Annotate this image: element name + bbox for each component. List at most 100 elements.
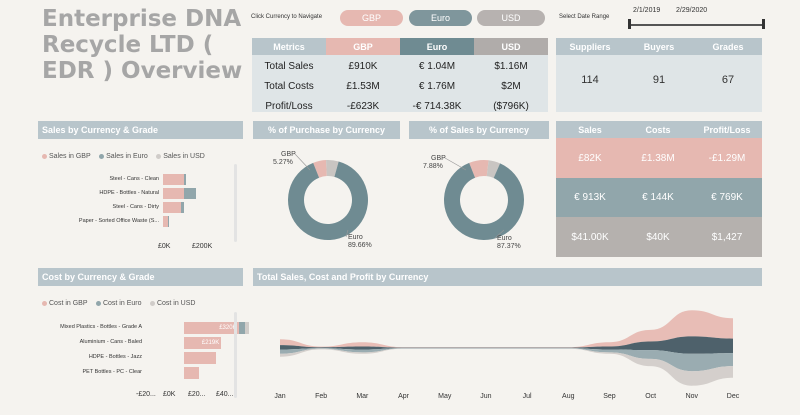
- month-tick-label: Feb: [315, 393, 327, 400]
- legend-label: Cost in GBP: [49, 300, 88, 307]
- purchase-donut-title: % of Purchase by Currency: [253, 121, 400, 139]
- bar: [163, 202, 181, 213]
- profit-value: $1,427: [711, 231, 743, 243]
- legend-item[interactable]: Sales in GBP: [42, 153, 91, 160]
- euro-value: € 1.04M: [418, 60, 456, 72]
- table-row: £82K £1.38M -£1.29M: [556, 138, 762, 178]
- leader-line: [494, 229, 505, 239]
- category-label: HDPE - Bottles - Jazz: [88, 354, 142, 360]
- costs-value: $40K: [646, 231, 670, 243]
- legend-item[interactable]: Cost in Euro: [95, 300, 142, 307]
- stream-band[interactable]: [280, 336, 733, 354]
- bar: [183, 352, 217, 364]
- cost-by-grade-title: Cost by Currency & Grade: [38, 268, 243, 286]
- costs-header: Costs: [645, 124, 671, 135]
- date-slider-start-handle[interactable]: [628, 19, 631, 29]
- category-label: Paper - Sorted Office Waste (S...: [78, 218, 159, 224]
- donut-label: 5.27%: [273, 159, 293, 166]
- bar: [180, 202, 184, 213]
- buyers-count: 91: [652, 74, 666, 86]
- grades-count: 67: [721, 74, 735, 86]
- date-range-label: Select Date Range: [559, 14, 610, 20]
- buyers-header: Buyers: [643, 41, 675, 52]
- donut-label: Euro: [497, 235, 512, 242]
- stream-chart-title: Total Sales, Cost and Profit by Currency: [253, 268, 762, 286]
- month-tick-label: Jun: [480, 393, 491, 400]
- sales-donut-title: % of Sales by Currency: [409, 121, 549, 139]
- legend-dot: [95, 301, 101, 306]
- legend-dot: [156, 154, 162, 159]
- category-label: Aluminium - Cans - Baled: [79, 339, 142, 345]
- euro-nav-button[interactable]: Euro: [409, 10, 472, 26]
- leader-line: [345, 229, 349, 238]
- page-title: Enterprise DNA Recycle LTD ( EDR ) Overv…: [42, 6, 243, 84]
- legend-dot: [42, 154, 47, 159]
- legend-item[interactable]: Cost in GBP: [42, 300, 88, 307]
- date-start[interactable]: 2/1/2019: [633, 7, 661, 14]
- month-tick-label: Jan: [274, 393, 285, 400]
- date-slider-end-handle[interactable]: [762, 19, 765, 29]
- metrics-header: Metrics: [252, 38, 326, 55]
- month-tick-label: May: [438, 393, 452, 400]
- usd-value: $1.16M: [494, 60, 528, 72]
- sales-header: Sales: [578, 124, 602, 135]
- table-row: € 913K € 144K € 769K: [556, 178, 762, 217]
- sales-scrollbar[interactable]: [234, 164, 237, 242]
- suppliers-count: 114: [581, 74, 599, 86]
- legend-label: Sales in USD: [163, 153, 205, 160]
- profit-header: Profit/Loss: [703, 124, 751, 135]
- profit-value: € 769K: [711, 192, 743, 203]
- usd-nav-button[interactable]: USD: [477, 10, 545, 26]
- legend-dot: [99, 154, 105, 159]
- sales-value: $41.00K: [571, 231, 609, 243]
- donut-slice[interactable]: [313, 160, 327, 178]
- cost-legend: Cost in GBP Cost in Euro Cost in USD: [42, 293, 242, 311]
- category-label: Steel - Cans - Dirty: [112, 204, 159, 210]
- axis-tick-label: £20...: [188, 391, 206, 398]
- legend-item[interactable]: Cost in USD: [149, 300, 196, 307]
- date-end[interactable]: 2/29/2020: [676, 7, 708, 14]
- month-tick-label: Oct: [645, 393, 656, 400]
- legend-item[interactable]: Sales in USD: [156, 153, 205, 160]
- gbp-nav-button[interactable]: GBP: [340, 10, 403, 26]
- axis-tick-label: £0K: [163, 391, 176, 398]
- gbp-value: -£623K: [346, 100, 380, 112]
- donut-slice[interactable]: [469, 160, 489, 178]
- stream-band[interactable]: [280, 310, 733, 348]
- bar: [184, 174, 186, 185]
- bar: [238, 322, 246, 334]
- category-label: Steel - Cans - Clean: [109, 176, 159, 182]
- legend-label: Cost in Euro: [102, 300, 142, 307]
- gbp-header: GBP: [326, 38, 400, 55]
- donut-label: 7.88%: [423, 163, 443, 170]
- cost-scrollbar[interactable]: [234, 312, 237, 398]
- summary-table: Sales Costs Profit/Loss £82K £1.38M -£1.…: [556, 121, 762, 257]
- metric-label: Total Costs: [264, 80, 314, 92]
- donut-slice[interactable]: [326, 160, 339, 177]
- stream-band[interactable]: [280, 348, 733, 372]
- gbp-value: £910K: [348, 60, 378, 72]
- profit-value: -£1.29M: [708, 152, 746, 164]
- leader-line: [294, 153, 311, 171]
- legend-item[interactable]: Sales in Euro: [99, 153, 148, 160]
- bar: [168, 216, 170, 227]
- donut-slice[interactable]: [486, 160, 501, 179]
- suppliers-header: Suppliers: [569, 41, 611, 52]
- month-tick-label: Dec: [727, 393, 740, 400]
- month-tick-label: Nov: [686, 393, 699, 400]
- donut-slice[interactable]: [288, 161, 368, 240]
- bar: [163, 216, 169, 227]
- donut-slice[interactable]: [444, 162, 524, 240]
- legend-dot: [149, 301, 155, 306]
- axis-tick-label: £0K: [158, 243, 171, 250]
- stream-band[interactable]: [280, 348, 733, 386]
- legend-label: Sales in GBP: [49, 153, 91, 160]
- legend-label: Cost in USD: [156, 300, 196, 307]
- month-tick-label: Sep: [603, 393, 616, 400]
- axis-tick-label: £40...: [216, 391, 234, 398]
- usd-header: USD: [474, 38, 548, 55]
- date-slider-track[interactable]: [629, 24, 764, 26]
- axis-tick-label: £200K: [192, 243, 213, 250]
- counts-panel: Suppliers Buyers Grades 114 91 67: [556, 38, 762, 112]
